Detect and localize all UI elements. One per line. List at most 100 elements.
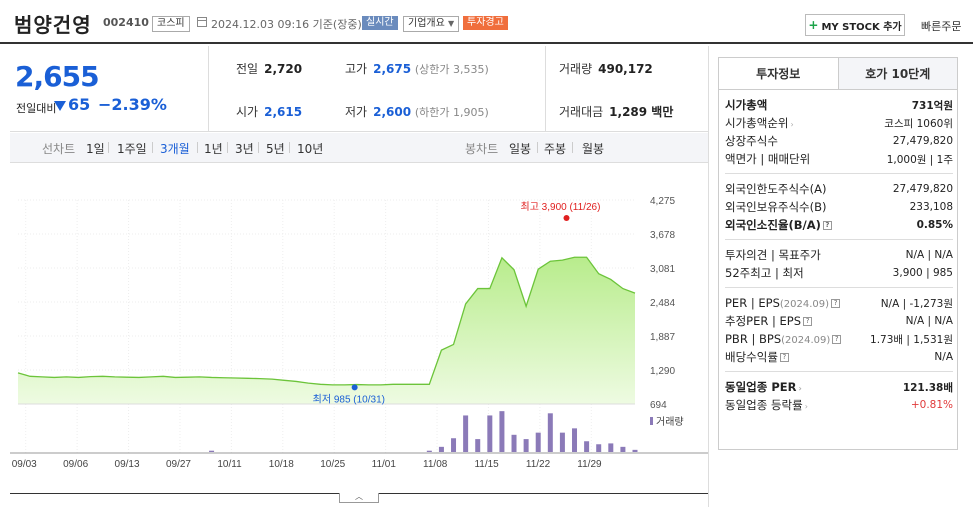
- volume: 거래량 490,172: [559, 62, 653, 76]
- info-value: N/A | N/A: [905, 249, 953, 261]
- low-price: 저가 2,600 (하한가 1,905): [345, 105, 489, 119]
- stock-code: 002410: [103, 16, 149, 29]
- volume-bar: [451, 438, 457, 452]
- info-row[interactable]: 추정PER | EPS? N/A | N/A: [725, 312, 953, 330]
- info-group: 외국인한도주식수(A) 27,479,820 외국인보유주식수(B) 233,108 외…: [725, 174, 953, 240]
- info-row[interactable]: PER | EPS(2024.09)? N/A | -1,273원: [725, 294, 953, 312]
- y-tick-label: 4,275: [650, 196, 675, 207]
- x-tick-label: 10/11: [217, 459, 242, 470]
- candle-weekly[interactable]: 주봉: [544, 142, 567, 156]
- help-icon[interactable]: ?: [779, 353, 789, 362]
- down-triangle-icon: [54, 101, 66, 111]
- x-tick-label: 09/06: [63, 459, 88, 470]
- info-body: 시가총액 731억원 시가총액순위 › 코스피 1060위 상장주식수 27,479,820…: [719, 90, 957, 419]
- quick-order-link[interactable]: 빠른주문: [921, 20, 962, 33]
- volume-bar: [620, 446, 626, 452]
- tab-investment-info[interactable]: 투자정보: [719, 58, 838, 89]
- period-5y[interactable]: 5년: [266, 142, 285, 156]
- volume-bar: [596, 444, 602, 452]
- period-1w[interactable]: 1주일: [117, 142, 147, 156]
- company-overview-label: 기업개요: [408, 18, 445, 29]
- divider: [545, 46, 546, 132]
- info-value: 121.38배: [902, 381, 953, 394]
- realtime-badge[interactable]: 실시간: [362, 16, 398, 30]
- volume-bar: [632, 449, 638, 452]
- period-10y[interactable]: 10년: [297, 142, 324, 156]
- x-tick-label: 11/22: [526, 459, 551, 470]
- x-tick-label: 10/18: [269, 459, 294, 470]
- min-marker: [351, 384, 358, 391]
- info-group: PER | EPS(2024.09)? N/A | -1,273원 추정PER | …: [725, 288, 953, 372]
- info-row[interactable]: 동일업종 등락률 › +0.81%: [725, 396, 953, 414]
- info-row[interactable]: 배당수익률? N/A: [725, 348, 953, 366]
- info-label: 시가총액: [725, 98, 768, 112]
- info-row: 외국인한도주식수(A) 27,479,820: [725, 180, 953, 198]
- volume-bar: [487, 415, 493, 452]
- period-1d[interactable]: 1일: [86, 142, 105, 156]
- info-label: 액면가 | 매매단위: [725, 152, 811, 166]
- x-tick-label: 09/03: [12, 459, 37, 470]
- period-1y[interactable]: 1년: [204, 142, 223, 156]
- help-icon[interactable]: ?: [831, 299, 841, 308]
- investment-info-panel: 투자정보 호가 10단계 시가총액 731억원 시가총액순위 › 코스피 1060위 상장…: [718, 57, 958, 450]
- x-tick-label: 11/15: [474, 459, 499, 470]
- volume-legend-swatch: [650, 417, 653, 425]
- info-label: 동일업종 등락률 ›: [725, 398, 808, 412]
- volume-legend-label: 거래량: [656, 416, 684, 428]
- info-label: 외국인한도주식수(A): [725, 182, 827, 196]
- current-price: 2,655: [15, 60, 100, 93]
- info-tag: (2024.09): [779, 299, 830, 310]
- volume-bar: [463, 415, 469, 452]
- help-icon[interactable]: ?: [832, 335, 842, 344]
- volume-bar: [608, 443, 614, 452]
- chevron-right-icon: ›: [804, 402, 808, 411]
- divider: [537, 142, 538, 153]
- volume-bar: [511, 434, 517, 452]
- help-icon[interactable]: ?: [822, 221, 832, 230]
- max-label: 최고 3,900 (11/26): [521, 201, 601, 213]
- add-mystock-button[interactable]: + MY STOCK 추가: [805, 14, 905, 36]
- price-chart[interactable]: 4,275 3,678 3,081 2,484 1,887 1,290 694 09/03 09…: [10, 164, 708, 494]
- info-value: 1.73배 | 1,531원: [870, 333, 953, 346]
- info-label: PBR | BPS(2024.09)?: [725, 332, 842, 346]
- expand-chart-button[interactable]: ︿: [339, 493, 379, 503]
- volume-bar: [572, 428, 578, 452]
- prev-close: 전일 2,720: [236, 62, 303, 76]
- candle-daily[interactable]: 일봉: [509, 142, 532, 156]
- info-row[interactable]: PBR | BPS(2024.09)? 1.73배 | 1,531원: [725, 330, 953, 348]
- info-row: 외국인보유주식수(B) 233,108: [725, 198, 953, 216]
- x-tick-label: 09/13: [115, 459, 140, 470]
- info-row: 시가총액 731억원: [725, 96, 953, 114]
- divider: [227, 142, 228, 153]
- info-row[interactable]: 시가총액순위 › 코스피 1060위: [725, 114, 953, 132]
- company-overview-dropdown[interactable]: 기업개요 ▼: [403, 16, 460, 32]
- x-tick-label: 11/29: [577, 459, 602, 470]
- period-3y[interactable]: 3년: [235, 142, 254, 156]
- x-tick-label: 11/08: [423, 459, 448, 470]
- info-label: 52주최고 | 최저: [725, 266, 804, 280]
- info-row[interactable]: 외국인소진율(B/A)? 0.85%: [725, 216, 953, 234]
- y-tick-label: 1,887: [650, 332, 675, 343]
- diff-value: 65: [68, 95, 91, 114]
- chevron-down-icon: ▼: [448, 19, 455, 28]
- divider: [108, 142, 109, 153]
- y-tick-label: 1,290: [650, 366, 675, 377]
- volume-bar: [547, 413, 553, 452]
- max-marker: [563, 215, 570, 221]
- min-label: 최저 985 (10/31): [313, 393, 385, 405]
- period-3m[interactable]: 3개월: [160, 142, 190, 156]
- divider: [708, 46, 709, 507]
- info-value: N/A: [934, 351, 953, 363]
- candle-monthly[interactable]: 월봉: [582, 142, 605, 156]
- divider: [208, 46, 209, 132]
- help-icon[interactable]: ?: [803, 317, 813, 326]
- tab-orderbook-10[interactable]: 호가 10단계: [837, 58, 957, 89]
- x-tick-label: 11/01: [372, 459, 397, 470]
- divider: [258, 142, 259, 153]
- volume-bar: [535, 432, 541, 452]
- info-row: 52주최고 | 최저 3,900 | 985: [725, 264, 953, 282]
- info-row[interactable]: 동일업종 PER › 121.38배: [725, 378, 953, 396]
- y-tick-label: 2,484: [650, 298, 675, 309]
- volume-bar: [559, 432, 565, 452]
- volume-bar: [499, 411, 505, 452]
